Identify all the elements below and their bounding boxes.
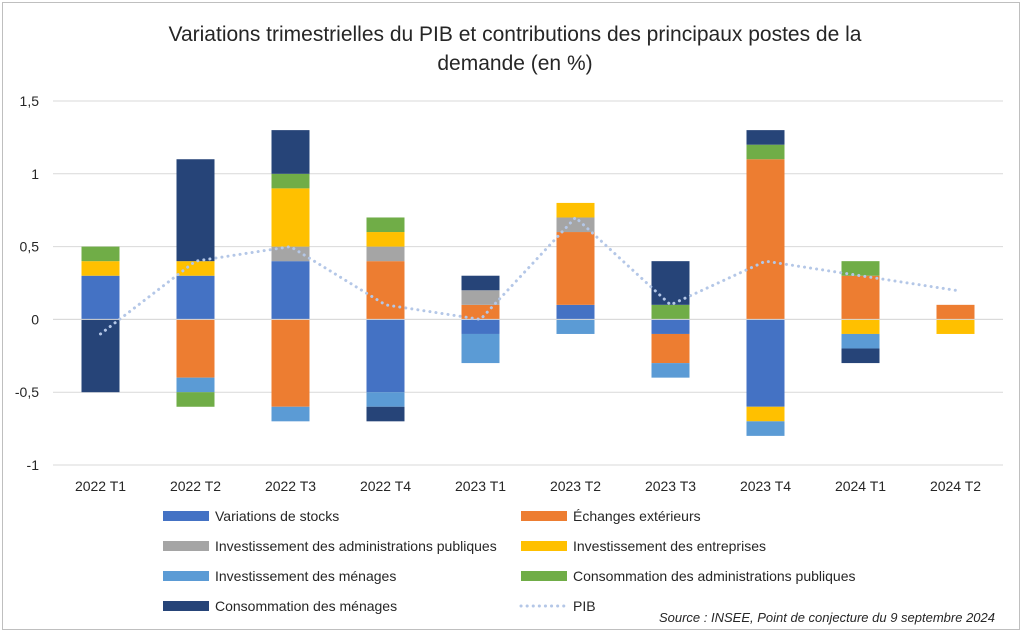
- bar-segment-s3-c3: [366, 232, 405, 247]
- bar-segment-s6-c1: [176, 159, 215, 262]
- legend-label: Investissement des entreprises: [573, 538, 766, 554]
- bar-segment-s1-c2: [271, 319, 310, 407]
- pib-line: [99, 215, 957, 336]
- bar-segment-s6-c7: [746, 130, 785, 145]
- bar-segment-s6-c3: [366, 406, 405, 422]
- chart-svg: Variations trimestrielles du PIB et cont…: [15, 23, 1003, 625]
- pib-series-line: [99, 215, 957, 336]
- bar-segment-s5-c8: [841, 261, 880, 276]
- legend-label: Consommation des administrations publiqu…: [573, 568, 855, 584]
- bar-segment-s2-c4: [461, 290, 500, 305]
- bar-segment-s6-c6: [651, 261, 690, 305]
- bar-segment-s1-c8: [841, 275, 880, 320]
- y-tick-label: 0: [31, 311, 39, 327]
- legend-swatch: [521, 541, 567, 551]
- bar-segment-s0-c4: [461, 319, 500, 334]
- bar-segment-s0-c7: [746, 319, 785, 407]
- legend-label: Variations de stocks: [215, 508, 339, 524]
- bar-segment-s4-c8: [841, 333, 880, 349]
- y-tick-label: 1,5: [20, 93, 40, 109]
- bar-segment-s4-c2: [271, 406, 310, 422]
- bar-segment-s0-c3: [366, 319, 405, 393]
- bar-segment-s1-c5: [556, 232, 595, 305]
- y-tick-label: -1: [27, 457, 40, 473]
- bar-segment-s2-c2: [271, 246, 310, 262]
- legend-swatch: [521, 571, 567, 581]
- legend-swatch: [163, 511, 209, 521]
- x-tick-label: 2022 T4: [360, 478, 411, 494]
- bar-segment-s0-c2: [271, 261, 310, 320]
- bar-segment-s5-c0: [81, 246, 120, 262]
- bar-segment-s3-c9: [936, 319, 975, 334]
- bar-segment-s4-c5: [556, 319, 595, 334]
- bar-segment-s3-c7: [746, 406, 785, 422]
- y-tick-label: 1: [31, 166, 39, 182]
- bar-segment-s6-c2: [271, 130, 310, 174]
- bar-segment-s5-c3: [366, 217, 405, 233]
- bar-segment-s3-c8: [841, 319, 880, 334]
- x-tick-label: 2023 T2: [550, 478, 601, 494]
- bar-segment-s1-c3: [366, 261, 405, 320]
- source-note: Source : INSEE, Point de conjecture du 9…: [659, 610, 995, 625]
- legend-label: Investissement des administrations publi…: [215, 538, 497, 554]
- bar-segment-s3-c2: [271, 188, 310, 247]
- bar-segment-s1-c6: [651, 333, 690, 364]
- bar-segment-s6-c0: [81, 319, 120, 393]
- bar-segment-s3-c5: [556, 202, 595, 218]
- bar-segment-s5-c2: [271, 173, 310, 189]
- legend-label: PIB: [573, 598, 596, 614]
- legend: Variations de stocks Échanges extérieurs I…: [163, 508, 855, 614]
- x-tick-label: 2023 T1: [455, 478, 506, 494]
- x-tick-label: 2023 T4: [740, 478, 791, 494]
- bar-segment-s0-c6: [651, 319, 690, 334]
- bar-segment-s0-c5: [556, 304, 595, 320]
- legend-swatch: [521, 511, 567, 521]
- bar-segment-s3-c0: [81, 261, 120, 276]
- bar-segment-s0-c0: [81, 275, 120, 320]
- bar-segment-s4-c1: [176, 377, 215, 393]
- x-tick-label: 2023 T3: [645, 478, 696, 494]
- bar-segment-s4-c4: [461, 333, 500, 364]
- bar-segment-s4-c7: [746, 421, 785, 436]
- bar-segment-s5-c7: [746, 144, 785, 160]
- bar-segment-s3-c1: [176, 261, 215, 276]
- bars: [53, 130, 1003, 436]
- chart-title-line-1: Variations trimestrielles du PIB et cont…: [169, 23, 862, 46]
- legend-swatch: [163, 571, 209, 581]
- y-tick-label: 0,5: [20, 239, 40, 255]
- y-tick-label: -0,5: [15, 384, 39, 400]
- bar-segment-s0-c1: [176, 275, 215, 320]
- x-tick-label: 2024 T2: [930, 478, 981, 494]
- bar-segment-s4-c6: [651, 363, 690, 378]
- x-tick-label: 2022 T3: [265, 478, 316, 494]
- chart-title-line-2: demande (en %): [437, 52, 592, 75]
- bar-segment-s1-c7: [746, 159, 785, 320]
- bar-segment-s5-c6: [651, 304, 690, 320]
- legend-label: Investissement des ménages: [215, 568, 396, 584]
- x-tick-label: 2024 T1: [835, 478, 886, 494]
- bar-segment-s4-c3: [366, 392, 405, 407]
- legend-label: Échanges extérieurs: [573, 508, 701, 524]
- bar-segment-s6-c8: [841, 348, 880, 364]
- bar-segment-s5-c1: [176, 392, 215, 407]
- bar-segment-s1-c9: [936, 304, 975, 320]
- bar-segment-s1-c1: [176, 319, 215, 378]
- legend-swatch: [163, 541, 209, 551]
- bar-segment-s2-c3: [366, 246, 405, 262]
- bar-segment-s6-c4: [461, 275, 500, 291]
- x-tick-label: 2022 T1: [75, 478, 126, 494]
- x-tick-label: 2022 T2: [170, 478, 221, 494]
- legend-swatch: [163, 601, 209, 611]
- x-axis-ticks: 2022 T1 2022 T2 2022 T3 2022 T4 2023 T1 2023 …: [75, 478, 981, 494]
- y-axis-ticks: -1 -0,5 0 0,5 1 1,5: [15, 93, 39, 473]
- legend-label: Consommation des ménages: [215, 598, 397, 614]
